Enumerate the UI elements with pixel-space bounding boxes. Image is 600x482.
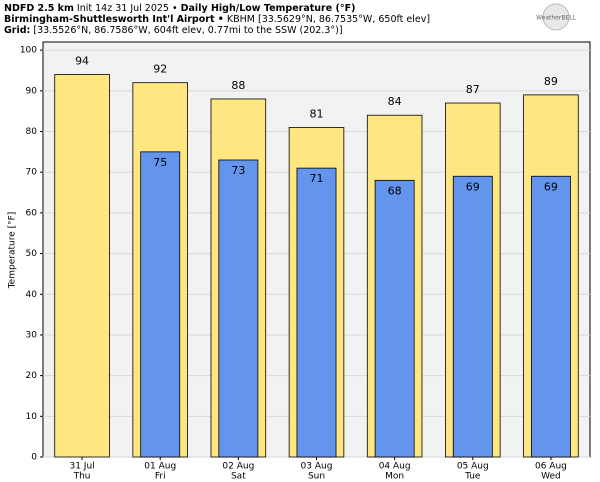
x-tick-label: 04 Aug [379,462,411,472]
value-label: 92 [153,63,167,76]
x-tick-label: 03 Aug [301,462,333,472]
x-tick-label: 02 Aug [222,462,254,472]
value-label: 94 [75,55,89,68]
bar [452,175,493,458]
value-label: 87 [466,83,480,96]
grid-label: Grid: [4,25,30,36]
value-label: 73 [231,164,245,177]
value-label: 75 [153,156,167,169]
model: NDFD 2.5 km [4,3,74,14]
header-line-3: Grid: [33.5526°N, 86.7586°W, 604ft elev,… [4,25,343,36]
value-label: 69 [466,180,480,193]
x-tick-weekday: Fri [155,472,166,482]
y-tick-label: 20 [26,371,38,381]
bar [218,159,259,458]
x-tick-weekday: Sun [308,472,325,482]
y-tick-label: 50 [26,249,38,259]
value-label: 68 [388,184,402,197]
logo-icon [542,3,570,31]
header-line-1: NDFD 2.5 km Init 14z 31 Jul 2025 • Daily… [4,3,355,14]
x-tick-weekday: Thu [73,472,91,482]
grid-info: [33.5526°N, 86.7586°W, 604ft elev, 0.77m… [33,25,342,36]
logo: WeatherBELL [536,15,577,22]
x-tick-label: 05 Aug [457,462,489,472]
value-label: 81 [310,107,324,120]
x-tick-label: 06 Aug [535,462,567,472]
bar [296,167,337,458]
y-axis-label: Temperature [°F] [8,212,18,290]
y-tick-label: 0 [31,453,37,463]
bar [530,175,571,458]
x-tick-weekday: Mon [385,472,404,482]
value-label: 89 [544,75,558,88]
x-tick-label: 01 Aug [144,462,176,472]
value-label: 69 [544,180,558,193]
y-tick-label: 40 [26,290,38,300]
y-tick-label: 60 [26,208,38,218]
bar [54,74,110,458]
x-tick-label: 31 Jul [69,462,94,472]
bar [140,151,181,458]
station: Birmingham-Shuttlesworth Int'l Airport • [4,14,224,25]
x-tick-weekday: Sat [231,472,246,482]
x-tick-weekday: Wed [541,472,561,482]
station-info: KBHM [33.5629°N, 86.7535°W, 650ft elev] [227,14,430,25]
chart-title: Daily High/Low Temperature (°F) [181,3,356,14]
y-tick-label: 70 [26,168,38,178]
x-tick-weekday: Tue [464,472,481,482]
value-label: 71 [310,172,324,185]
value-label: 88 [231,79,245,92]
init: Init 14z 31 Jul 2025 • [77,3,178,14]
y-tick-label: 80 [26,127,38,137]
y-tick-label: 30 [26,330,38,340]
y-tick-label: 100 [20,46,37,56]
y-tick-label: 10 [26,412,38,422]
header-line-2: Birmingham-Shuttlesworth Int'l Airport •… [4,14,430,25]
y-tick-label: 90 [26,86,38,96]
bar [374,179,415,458]
value-label: 84 [388,95,402,108]
